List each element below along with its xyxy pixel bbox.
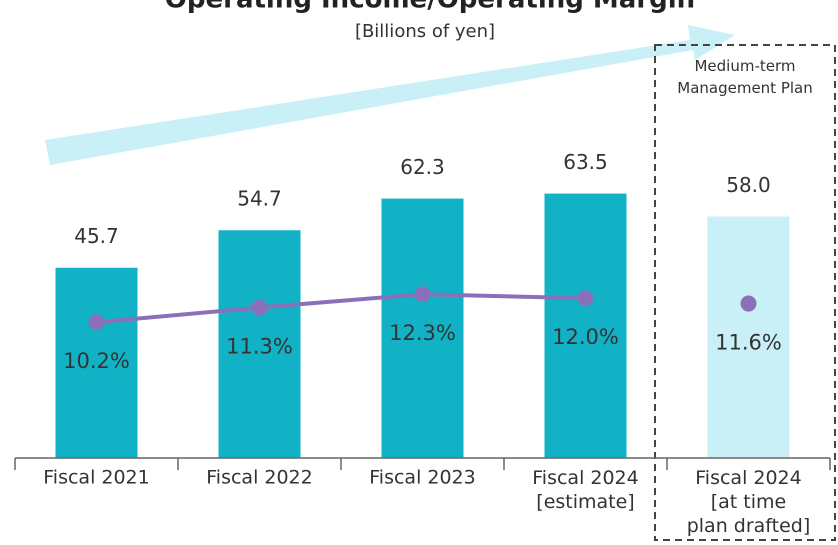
- margin-point: [414, 286, 431, 303]
- margin-point: [88, 314, 105, 331]
- margin-value-label: 10.2%: [63, 349, 130, 373]
- margin-value-label: 12.3%: [389, 321, 456, 345]
- bar-value-label: 62.3: [400, 155, 445, 179]
- bar-value-label: 54.7: [237, 187, 282, 211]
- bar: [218, 230, 301, 458]
- bar: [544, 193, 627, 459]
- x-tick-label: Fiscal 2023: [369, 467, 476, 489]
- margin-point: [251, 299, 268, 316]
- x-tick-label: Fiscal 2024 [estimate]: [532, 467, 639, 513]
- trend-arrow: [45, 25, 735, 165]
- bar-value-label: 63.5: [563, 150, 608, 174]
- margin-value-label: 11.6%: [715, 331, 782, 355]
- chart-subtitle: [Billions of yen]: [355, 21, 495, 42]
- plan-box: [654, 44, 836, 541]
- margin-line: [96, 292, 586, 325]
- x-tick-label: Fiscal 2022: [206, 467, 313, 489]
- margin-value-label: 12.0%: [552, 325, 619, 349]
- margin-point: [577, 290, 594, 307]
- margin-point: [740, 295, 757, 312]
- margin-value-label: 11.3%: [226, 335, 293, 359]
- bar: [55, 267, 138, 458]
- x-tick-label: Fiscal 2024 [at time plan drafted]: [687, 467, 811, 537]
- annotation: Medium-term Management Plan: [677, 57, 813, 97]
- bar: [381, 198, 464, 458]
- bar-value-label: 58.0: [726, 173, 771, 197]
- bar: [707, 216, 790, 458]
- chart-title: Operating Income/Operating Margin: [165, 0, 695, 15]
- bar-value-label: 45.7: [74, 224, 119, 248]
- x-tick-label: Fiscal 2021: [43, 467, 150, 489]
